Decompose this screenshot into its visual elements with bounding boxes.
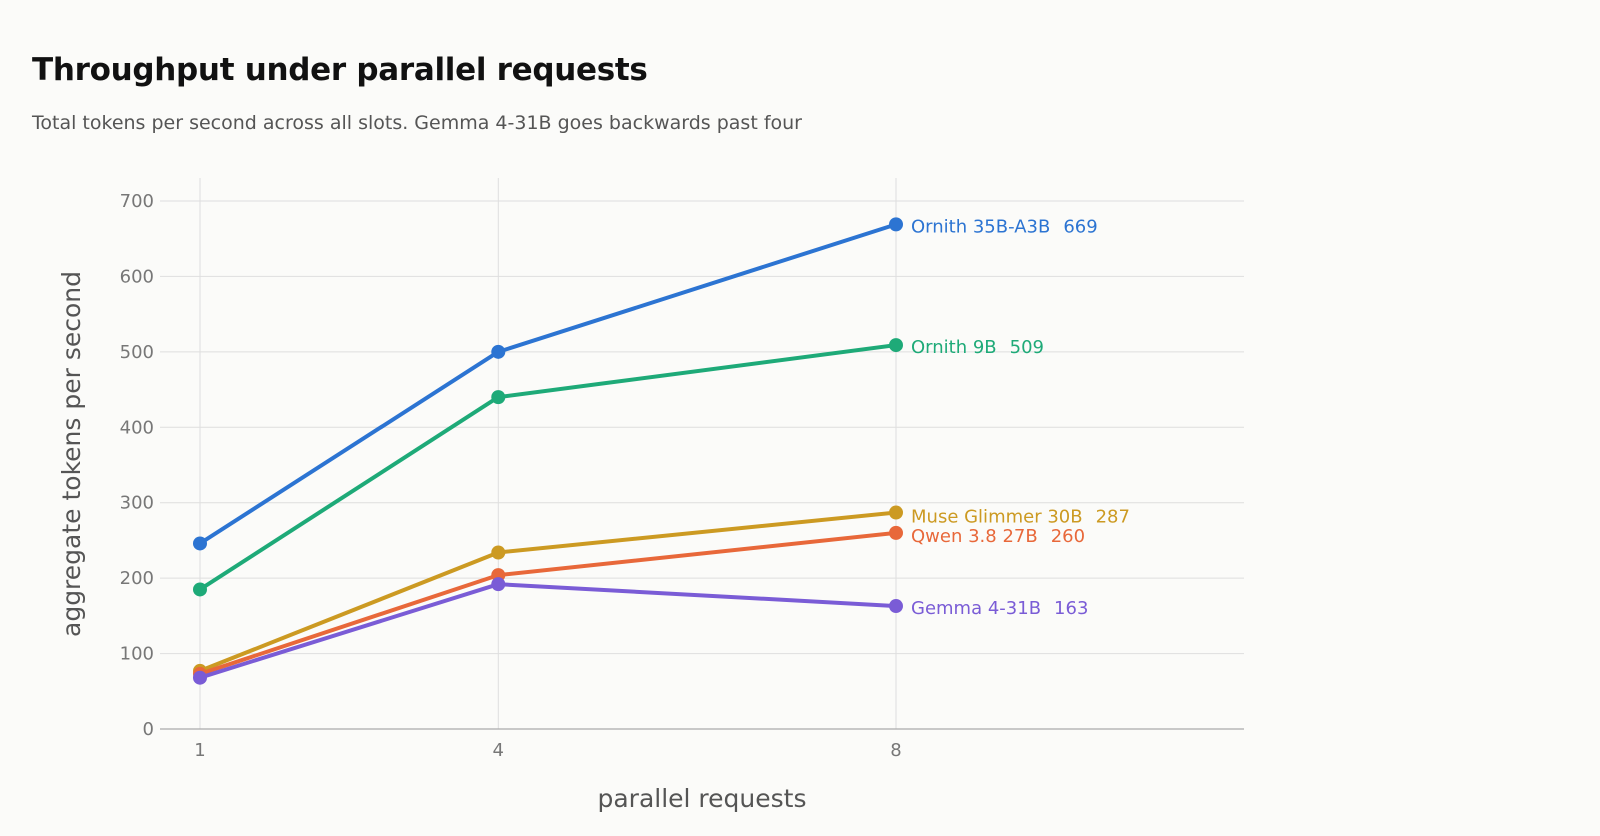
end-label-muse-glimmer-30b: Muse Glimmer 30B 287 — [911, 507, 1130, 528]
end-label-ornith-9b: Ornith 9B 509 — [911, 337, 1044, 358]
end-label-name: Ornith 9B — [911, 337, 997, 358]
data-point-muse-glimmer-30b-8 — [889, 505, 903, 520]
end-label-value: 287 — [1096, 507, 1130, 528]
data-point-ornith-9b-1 — [193, 582, 207, 597]
x-axis-label: parallel requests — [597, 784, 806, 813]
y-tick-label: 400 — [120, 417, 154, 438]
x-tick-label: 4 — [493, 740, 504, 761]
x-tick-label: 1 — [194, 740, 205, 761]
data-point-gemma-4-31b-8 — [889, 599, 903, 614]
end-label-value: 509 — [1010, 337, 1044, 358]
end-label-name: Muse Glimmer 30B — [911, 507, 1083, 528]
series-line-ornith-9b — [198, 343, 898, 592]
y-tick-label: 700 — [120, 191, 154, 212]
data-point-qwen-3-8-27b-8 — [889, 525, 903, 540]
y-axis-label: aggregate tokens per second — [57, 271, 86, 637]
series-line-ornith-35b-a3b — [198, 222, 898, 546]
end-label-value: 260 — [1051, 526, 1085, 547]
data-point-ornith-9b-4 — [491, 390, 506, 405]
series-line-muse-glimmer-30b — [198, 510, 898, 673]
chart-title: Throughput under parallel requests — [32, 52, 648, 88]
y-tick-label: 200 — [120, 568, 154, 589]
end-label-ornith-35b-a3b: Ornith 35B-A3B 669 — [911, 216, 1098, 237]
data-point-ornith-35b-a3b-1 — [193, 536, 207, 551]
x-tick-label: 8 — [890, 740, 901, 761]
end-label-name: Gemma 4-31B — [911, 598, 1041, 619]
end-label-gemma-4-31b: Gemma 4-31B 163 — [911, 598, 1088, 619]
labels: Ornith 35B-A3B 669 Ornith 9B 509 Muse Glimme… — [911, 216, 1130, 619]
chart-subtitle: Total tokens per second across all slots… — [32, 112, 802, 134]
y-tick-label: 0 — [143, 719, 154, 740]
y-tick-label: 600 — [120, 266, 154, 287]
grid — [160, 178, 1244, 729]
y-tick-label: 100 — [120, 644, 154, 665]
end-label-name: Qwen 3.8 27B — [911, 526, 1038, 547]
data-point-ornith-35b-a3b-4 — [491, 344, 506, 359]
data-point-ornith-35b-a3b-8 — [889, 217, 903, 232]
data-point-gemma-4-31b-1 — [193, 670, 207, 685]
series-layer — [193, 217, 903, 685]
series-line-qwen-3-8-27b — [198, 530, 898, 676]
y-tick-label: 300 — [120, 493, 154, 514]
data-point-ornith-9b-8 — [889, 338, 903, 353]
end-label-name: Ornith 35B-A3B — [911, 216, 1050, 237]
y-tick-label: 500 — [120, 342, 154, 363]
data-point-gemma-4-31b-4 — [491, 577, 506, 592]
data-point-muse-glimmer-30b-4 — [491, 545, 506, 560]
end-label-value: 163 — [1054, 598, 1088, 619]
end-label-value: 669 — [1063, 216, 1097, 237]
axes: 0 100 200 300 400 500 600 700 1 4 8 — [120, 191, 1244, 761]
end-label-qwen-3-8-27b: Qwen 3.8 27B 260 — [911, 526, 1085, 547]
